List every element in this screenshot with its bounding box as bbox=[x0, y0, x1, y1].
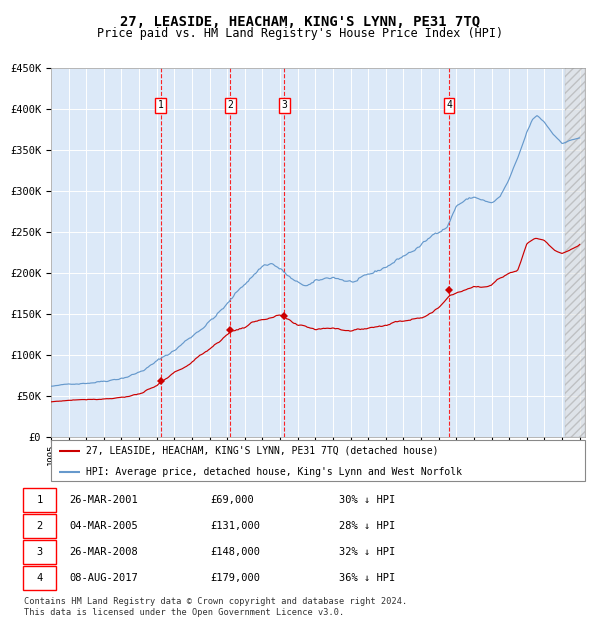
Text: 27, LEASIDE, HEACHAM, KING'S LYNN, PE31 7TQ: 27, LEASIDE, HEACHAM, KING'S LYNN, PE31 … bbox=[120, 16, 480, 30]
Text: 26-MAR-2008: 26-MAR-2008 bbox=[69, 547, 138, 557]
Text: 27, LEASIDE, HEACHAM, KING'S LYNN, PE31 7TQ (detached house): 27, LEASIDE, HEACHAM, KING'S LYNN, PE31 … bbox=[86, 446, 438, 456]
Text: HPI: Average price, detached house, King's Lynn and West Norfolk: HPI: Average price, detached house, King… bbox=[86, 467, 462, 477]
Text: 04-MAR-2005: 04-MAR-2005 bbox=[69, 521, 138, 531]
Text: Price paid vs. HM Land Registry's House Price Index (HPI): Price paid vs. HM Land Registry's House … bbox=[97, 27, 503, 40]
Text: £179,000: £179,000 bbox=[210, 573, 260, 583]
Text: 36% ↓ HPI: 36% ↓ HPI bbox=[339, 573, 395, 583]
Text: 32% ↓ HPI: 32% ↓ HPI bbox=[339, 547, 395, 557]
Text: 2: 2 bbox=[37, 521, 43, 531]
Text: 28% ↓ HPI: 28% ↓ HPI bbox=[339, 521, 395, 531]
Text: 4: 4 bbox=[37, 573, 43, 583]
Text: Contains HM Land Registry data © Crown copyright and database right 2024.
This d: Contains HM Land Registry data © Crown c… bbox=[24, 598, 407, 617]
Text: 1: 1 bbox=[37, 495, 43, 505]
Text: 08-AUG-2017: 08-AUG-2017 bbox=[69, 573, 138, 583]
Text: £131,000: £131,000 bbox=[210, 521, 260, 531]
Text: 1: 1 bbox=[158, 100, 164, 110]
Text: 30% ↓ HPI: 30% ↓ HPI bbox=[339, 495, 395, 505]
Text: £148,000: £148,000 bbox=[210, 547, 260, 557]
Text: 3: 3 bbox=[37, 547, 43, 557]
Text: 4: 4 bbox=[446, 100, 452, 110]
Text: 26-MAR-2001: 26-MAR-2001 bbox=[69, 495, 138, 505]
Text: 2: 2 bbox=[227, 100, 233, 110]
Text: 3: 3 bbox=[281, 100, 287, 110]
Text: £69,000: £69,000 bbox=[210, 495, 254, 505]
Bar bbox=[565, 68, 585, 437]
